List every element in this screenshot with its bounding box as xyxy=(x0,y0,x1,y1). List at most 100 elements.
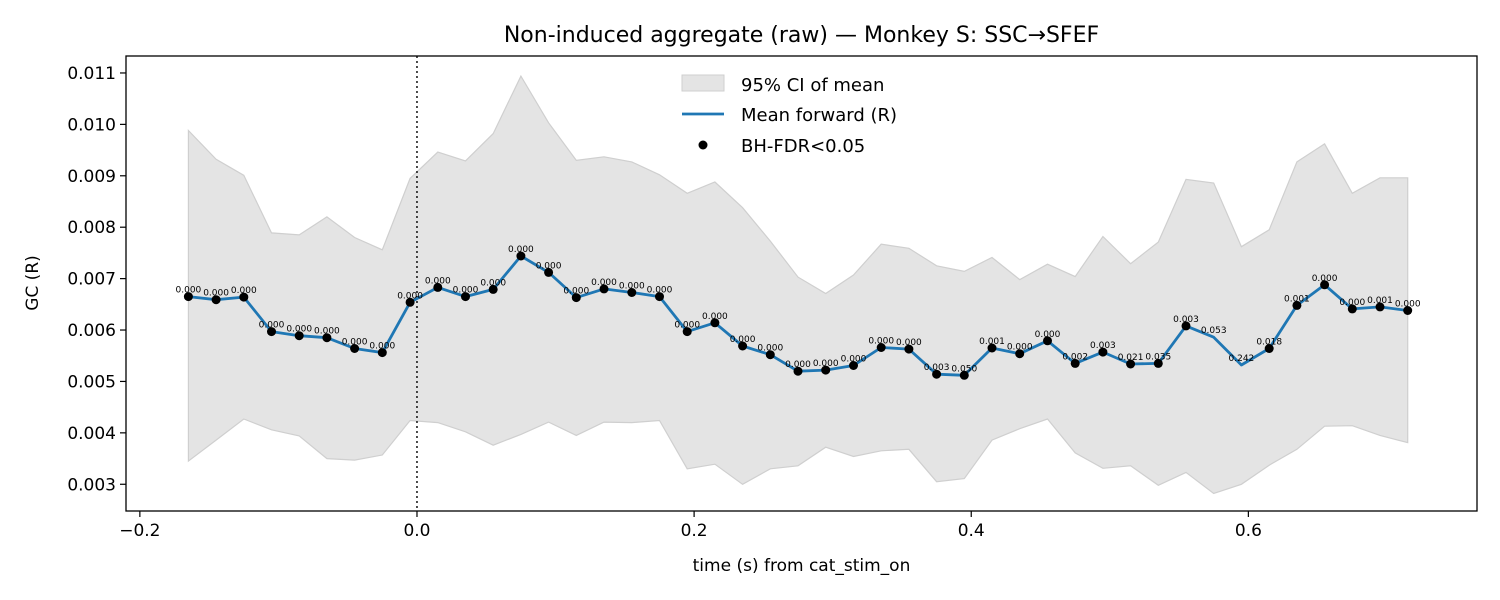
sig-point xyxy=(267,327,276,337)
x-tick-label: 0.2 xyxy=(681,521,708,541)
sig-point xyxy=(821,365,831,375)
sig-point xyxy=(571,293,581,303)
x-tick-label: 0.0 xyxy=(403,521,430,541)
sig-point xyxy=(322,333,332,343)
p-value-label: 0.000 xyxy=(203,289,229,299)
axes: −0.2 0.0 0.2 0.4 0.6 0.003 0.004 0.005 0.006 0.00… xyxy=(67,55,1478,541)
sig-point xyxy=(544,267,554,277)
sig-point xyxy=(377,348,387,358)
p-value-label: 0.001 xyxy=(1367,296,1393,306)
p-value-label: 0.000 xyxy=(1339,298,1365,308)
y-tick-label: 0.010 xyxy=(67,115,116,135)
sig-point xyxy=(1043,336,1052,346)
p-value-label: 0.000 xyxy=(314,327,340,337)
legend-label-ci: 95% CI of mean xyxy=(741,75,884,96)
sig-point xyxy=(488,284,498,294)
y-tick-label: 0.007 xyxy=(67,270,116,290)
p-value-label: 0.003 xyxy=(1090,341,1116,351)
sig-point xyxy=(183,292,193,302)
p-value-label: 0.000 xyxy=(702,312,728,322)
sig-point xyxy=(1181,321,1191,331)
y-tick-label: 0.009 xyxy=(67,167,116,187)
sig-point xyxy=(405,297,415,307)
sig-point xyxy=(1126,359,1136,369)
legend: 95% CI of mean Mean forward (R) BH-FDR<0.0… xyxy=(681,74,897,157)
p-value-label: 0.002 xyxy=(1062,352,1088,362)
p-value-label: 0.000 xyxy=(176,286,202,296)
p-value-label: 0.000 xyxy=(619,282,645,292)
sig-point xyxy=(655,292,664,302)
p-value-label: 0.000 xyxy=(896,338,922,348)
y-tick-label: 0.006 xyxy=(67,321,116,341)
p-value-label: 0.000 xyxy=(563,287,589,297)
p-value-label: 0.000 xyxy=(674,321,700,331)
p-value-label: 0.000 xyxy=(508,245,534,255)
sig-point xyxy=(1347,304,1357,314)
p-value-label: 0.003 xyxy=(1173,315,1199,325)
sig-point xyxy=(1153,358,1163,368)
sig-point xyxy=(987,343,997,353)
p-value-label: 0.001 xyxy=(979,337,1005,347)
sig-point xyxy=(627,288,637,297)
p-value-label: 0.000 xyxy=(841,355,867,365)
x-tick-label: 0.6 xyxy=(1235,521,1262,541)
p-value-label: 0.003 xyxy=(924,363,950,373)
p-value-label: 0.018 xyxy=(1256,338,1282,348)
p-value-label: 0.000 xyxy=(1312,274,1338,284)
p-value-label: 0.001 xyxy=(1284,294,1310,304)
p-value-label: 0.000 xyxy=(369,342,395,352)
p-value-label: 0.000 xyxy=(813,359,839,369)
y-tick-label: 0.003 xyxy=(67,475,116,495)
sig-point xyxy=(1098,347,1108,357)
legend-swatch-ci xyxy=(681,74,725,92)
y-tick-label: 0.005 xyxy=(67,372,116,392)
p-value-label: 0.000 xyxy=(286,325,312,335)
sig-point xyxy=(1070,358,1080,368)
sig-point xyxy=(793,366,803,376)
sig-point xyxy=(1292,300,1302,310)
x-tick-label: 0.4 xyxy=(958,521,985,541)
sig-point xyxy=(350,344,360,353)
sig-point xyxy=(765,350,775,360)
sig-point xyxy=(1015,349,1025,359)
sig-point xyxy=(599,284,609,294)
legend-label-mean: Mean forward (R) xyxy=(741,105,897,126)
y-tick-label: 0.011 xyxy=(67,64,116,84)
p-value-label: 0.021 xyxy=(1118,353,1144,363)
sig-point xyxy=(239,292,249,302)
sig-point xyxy=(904,344,914,354)
axes-frame xyxy=(125,55,1478,512)
p-value-label: 0.000 xyxy=(425,276,451,286)
y-tick-label: 0.008 xyxy=(67,218,116,238)
sig-point xyxy=(516,251,526,261)
p-value-label: 0.000 xyxy=(231,286,257,296)
ci-band xyxy=(187,74,1409,495)
p-value-label: 0.000 xyxy=(1035,330,1061,340)
chart-title: Non-induced aggregate (raw) — Monkey S: … xyxy=(504,23,1099,48)
p-value-label: 0.000 xyxy=(453,286,479,296)
p-value-label: 0.000 xyxy=(480,278,506,288)
p-value-label: 0.035 xyxy=(1145,352,1171,362)
p-value-label: 0.053 xyxy=(1201,326,1227,336)
sig-point xyxy=(959,370,969,380)
p-value-label: 0.000 xyxy=(1395,300,1421,310)
sig-point xyxy=(211,295,221,305)
x-axis-label: time (s) from cat_stim_on xyxy=(693,556,911,576)
p-value-label: 0.000 xyxy=(730,335,756,345)
sig-point xyxy=(1264,344,1274,353)
sig-point xyxy=(682,327,692,337)
sig-point xyxy=(932,369,942,379)
sig-point xyxy=(1320,280,1330,290)
legend-swatch-sig xyxy=(698,140,708,150)
p-value-label: 0.000 xyxy=(397,291,423,301)
p-value-label: 0.000 xyxy=(536,261,562,271)
sig-point xyxy=(294,331,304,341)
p-value-label: 0.242 xyxy=(1229,354,1255,364)
p-value-label: 0.000 xyxy=(647,286,673,296)
p-value-label: 0.000 xyxy=(591,278,617,288)
p-value-label: 0.000 xyxy=(342,338,368,348)
legend-label-sig: BH-FDR<0.05 xyxy=(741,136,865,157)
sig-point xyxy=(738,341,748,351)
p-value-label: 0.000 xyxy=(757,344,783,354)
sig-point xyxy=(433,282,443,292)
